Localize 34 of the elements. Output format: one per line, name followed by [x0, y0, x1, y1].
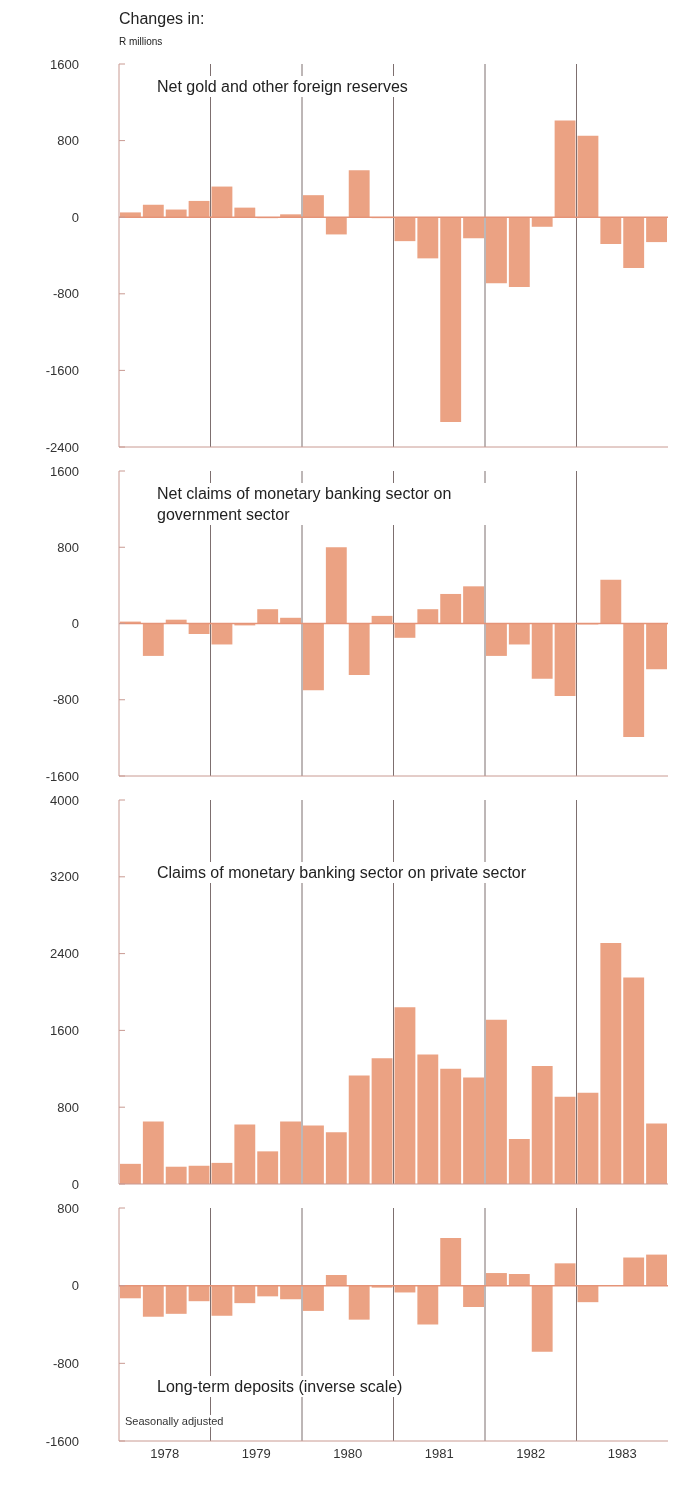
x-tick-label: 1980 — [333, 1446, 363, 1462]
x-tick-label: 1978 — [150, 1446, 180, 1462]
y-tick-label: 800 — [57, 1099, 79, 1115]
y-tick-label: 1600 — [50, 56, 79, 72]
y-tick-label: -1600 — [45, 768, 79, 784]
y-axis-title: R millions — [119, 36, 163, 47]
text: Long-term deposits (inverse scale) — [157, 1376, 403, 1397]
y-tick-label: 800 — [57, 1200, 79, 1216]
text: Net gold and other foreign reserves — [157, 76, 408, 97]
y-tick-label: 2400 — [50, 946, 79, 962]
y-tick-label: 1600 — [50, 463, 79, 479]
y-tick-label: 800 — [57, 539, 79, 555]
text: Claims of monetary banking sector on private sector — [157, 862, 527, 883]
y-tick-label: -2400 — [45, 439, 79, 455]
y-tick-label: 3200 — [50, 869, 79, 885]
y-tick-label: -800 — [52, 692, 79, 708]
y-tick-label: 800 — [57, 133, 79, 149]
x-tick-label: 1981 — [424, 1446, 454, 1462]
y-tick-label: -800 — [52, 286, 79, 302]
y-tick-label: 4000 — [50, 792, 79, 808]
y-tick-label: 0 — [71, 1176, 79, 1192]
y-tick-label: 1600 — [50, 1023, 79, 1039]
y-tick-label: 0 — [71, 616, 79, 632]
y-tick-label: -800 — [52, 1355, 79, 1371]
y-tick-label: 0 — [71, 209, 79, 225]
y-tick-label: -1600 — [45, 363, 79, 379]
text: Net claims of monetary banking sector on government sector — [157, 483, 487, 525]
text: Changes in: — [119, 10, 205, 28]
y-tick-label: -1600 — [45, 1433, 79, 1449]
x-tick-label: 1983 — [607, 1446, 637, 1462]
annotation: Seasonally adjusted — [125, 1415, 224, 1427]
x-tick-label: 1982 — [516, 1446, 546, 1462]
y-tick-label: 0 — [71, 1278, 79, 1294]
x-tick-label: 1979 — [241, 1446, 271, 1462]
